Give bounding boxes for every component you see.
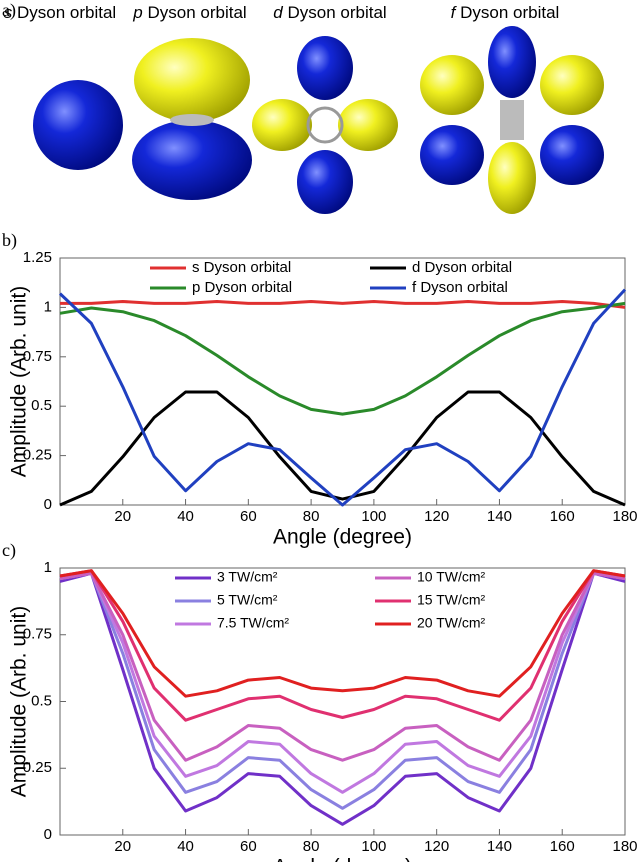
orbital-label: s Dyson orbital [4, 3, 116, 22]
orbital-letter: d [273, 3, 283, 22]
y-tick-label: 0.5 [31, 397, 52, 414]
plot-frame [59, 257, 626, 506]
x-tick-label: 80 [303, 508, 320, 525]
legend-label: 7.5 TW/cm² [217, 615, 289, 631]
x-tick-label: 180 [612, 838, 637, 855]
x-tick-label: 20 [114, 838, 131, 855]
orbital-label: p Dyson orbital [132, 3, 246, 22]
y-axis-label: Amplitude (Arb. unit) [8, 606, 31, 797]
x-tick-label: 120 [424, 508, 449, 525]
x-axis-label: Angle (degree) [273, 856, 412, 862]
orbital-text: Dyson orbital [17, 3, 116, 22]
series-line [59, 390, 626, 507]
panel-label: a) [2, 0, 16, 21]
x-tick-label: 80 [303, 838, 320, 855]
legend-label: 15 TW/cm² [417, 592, 486, 608]
y-tick-label: 0.25 [23, 759, 52, 776]
y-tick-label: 0.25 [23, 447, 52, 464]
y-axis-label: Amplitude (Arb. unit) [8, 286, 31, 477]
x-tick-label: 180 [612, 508, 637, 525]
y-tick-label: 0.5 [31, 692, 52, 709]
legend-label: 10 TW/cm² [417, 569, 486, 585]
orbital-label: f Dyson orbital [451, 3, 560, 22]
x-tick-label: 100 [361, 508, 386, 525]
legend-label: 3 TW/cm² [217, 569, 278, 585]
orbital-text: Dyson orbital [460, 3, 559, 22]
y-tick-label: 0.75 [23, 348, 52, 365]
series-line [59, 571, 626, 826]
legend-label: d Dyson orbital [412, 259, 512, 276]
legend-label: p Dyson orbital [192, 279, 292, 296]
legend-label: 20 TW/cm² [417, 615, 486, 631]
y-tick-label: 0 [44, 826, 52, 843]
x-tick-label: 40 [177, 508, 194, 525]
orbital-letter: f [451, 3, 458, 22]
series-line [59, 301, 626, 416]
y-tick-label: 0 [44, 496, 52, 513]
legend-label: s Dyson orbital [192, 259, 291, 276]
x-tick-label: 160 [550, 508, 575, 525]
series-line [60, 300, 626, 309]
x-axis-label: Angle (degree) [273, 526, 412, 549]
series-line [59, 569, 626, 722]
y-tick-label: 1 [44, 298, 52, 315]
x-tick-label: 40 [177, 838, 194, 855]
orbital-label: d Dyson orbital [273, 3, 386, 22]
panel-a: a) [2, 0, 604, 214]
panel-label: b) [2, 230, 17, 251]
legend-label: 5 TW/cm² [217, 592, 278, 608]
x-tick-label: 60 [240, 838, 257, 855]
series-line [59, 571, 626, 762]
orbital-letter: s [4, 3, 13, 22]
panel-label: c) [2, 540, 16, 561]
x-tick-label: 140 [487, 508, 512, 525]
legend-label: f Dyson orbital [412, 279, 508, 296]
plot-frame [59, 567, 626, 836]
x-tick-label: 100 [361, 838, 386, 855]
x-tick-label: 120 [424, 838, 449, 855]
x-tick-label: 160 [550, 838, 575, 855]
series-line [58, 288, 627, 507]
series-line [59, 571, 626, 794]
orbital-letter: p [132, 3, 142, 22]
y-tick-label: 1 [44, 559, 52, 576]
x-tick-label: 20 [114, 508, 131, 525]
orbital-text: Dyson orbital [287, 3, 386, 22]
x-tick-label: 140 [487, 838, 512, 855]
orbital-text: Dyson orbital [147, 3, 246, 22]
y-tick-label: 1.25 [23, 249, 52, 266]
series-line [59, 571, 626, 810]
orbital-shapes [33, 26, 604, 214]
y-tick-label: 0.75 [23, 626, 52, 643]
x-tick-label: 60 [240, 508, 257, 525]
series-line [59, 569, 626, 698]
